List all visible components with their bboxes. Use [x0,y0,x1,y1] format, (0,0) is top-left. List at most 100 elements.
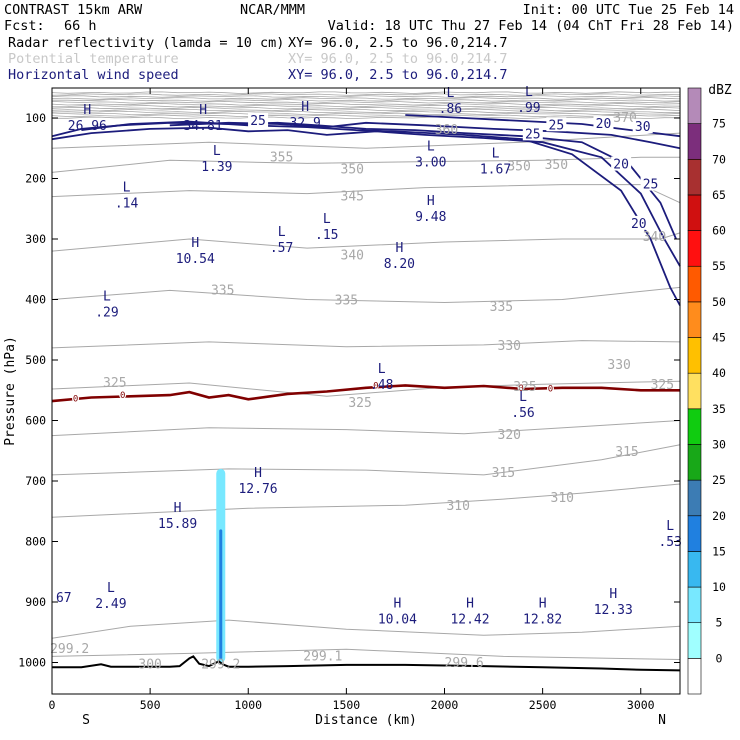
theta-label: 299.2 [201,657,240,672]
reflectivity-column [219,529,223,660]
theta-label: 299.6 [445,656,484,671]
colorbar-label: 20 [712,509,726,523]
model-title: CONTRAST 15km ARW [4,2,143,18]
x-tick-label: 0 [49,698,56,712]
wind-label-bg [628,215,649,230]
theta-label: 350 [341,162,364,177]
wind-label: 25 [250,114,266,129]
hl-marker-letter: H [83,103,91,118]
hl-marker-letter: H [174,501,182,516]
hl-marker-value: 12.42 [450,613,489,628]
y-tick-label: 600 [25,414,46,428]
theta-contour-line [51,97,681,100]
north-endpoint: N [658,713,666,728]
y-tick-label: 400 [25,293,46,307]
hl-marker-letter: L [103,289,111,304]
theta-label: 300 [138,657,161,672]
y-tick-label: 900 [25,595,46,609]
x-tick-label: 500 [140,698,161,712]
hl-marker-letter: L [123,180,131,195]
hl-marker-value: .14 [115,196,139,211]
x-tick-label: 1500 [333,698,361,712]
y-tick-label: 200 [25,172,46,186]
freezing-line-path [51,384,680,403]
hl-marker-letter: H [254,466,262,481]
wind-label: 25 [525,127,541,142]
hl-marker-value: 32.9 [290,116,321,131]
theta-label: 345 [341,190,364,205]
y-axis-label: Pressure (hPa) [3,336,18,446]
y-tick-label: 100 [25,111,46,125]
hl-marker-letter: L [525,85,533,100]
theta-label: 320 [498,428,521,443]
theta-label: 299.1 [303,649,342,664]
theta-contour-line [51,184,681,204]
theta-contour-line [51,340,681,349]
colorbar-segment [687,123,702,160]
wind-contour-line [81,120,681,306]
theta-label: 325 [513,380,536,395]
reflectivity-columns [216,468,226,663]
theta-contour-line [51,132,681,149]
theta-contour-line [51,104,681,108]
wind-label: 20 [596,117,612,132]
x-tick-label: 2500 [529,698,557,712]
theta-label: 325 [348,396,371,411]
theta-contour-line [51,156,680,173]
hl-marker-letter: H [539,597,547,612]
hl-marker-value: .53 [658,535,681,550]
wind-label-bg [546,117,567,132]
field-3-xy: XY= 96.0, 2.5 to 96.0,214.7 [288,67,507,83]
hl-marker-value: 26.96 [68,119,107,134]
hl-marker-value: 12.33 [594,603,633,618]
wind-label-bg [611,156,632,171]
wind-contour-line [51,121,677,240]
axes: 0 500 1000 1500 2000 2500 30001002003004005006… [18,88,680,712]
hl-marker-value: .15 [315,228,338,243]
freezing-label: 0 [518,384,523,394]
freezing-label-bg [517,384,525,392]
theta-label: 330 [607,358,630,373]
wind-label-bg [522,126,543,141]
hl-marker-letter: L [278,225,286,240]
colorbar-label: 35 [712,402,726,416]
colorbar-label: 55 [712,259,726,273]
theta-label: 310 [551,491,574,506]
theta-contour-line [51,110,681,114]
theta-label: 340 [341,248,364,263]
theta-label: 335 [211,283,234,298]
hl-marker-letter: H [609,587,617,602]
theta-contour-line [51,483,681,518]
wind-label: 20 [631,217,647,232]
hl-marker-letter: L [446,86,454,101]
colorbar-label: 10 [712,580,726,594]
init-time: Init: 00 UTC Tue 25 Feb 14 [523,2,734,18]
theta-label: 315 [492,466,515,481]
theta-contour-line [51,114,681,118]
hl-marker-letter: L [213,144,221,159]
hl-marker-letter: H [199,103,207,118]
theta-label: 310 [446,499,469,514]
hl-marker-letter: L [427,139,435,154]
theta-contour-line [51,619,681,639]
x-tick-label: 3000 [627,698,655,712]
high-low-markers: H26.96H34.81H32.9L.86L.99L1.39L3.00L1.67… [56,85,682,628]
colorbar: 0 5 10 15 20 25 30 35 40 45 50 55 60 65 70 75 [687,87,726,695]
colorbar-segment [687,479,702,517]
hl-marker-value: .56 [511,406,534,421]
colorbar-label: 40 [712,366,726,380]
y-tick-label: 700 [25,474,46,488]
hl-marker-value: 15.89 [158,517,197,532]
hl-marker-letter: H [466,597,474,612]
theta-contour-line [51,648,681,660]
valid-time: Valid: 18 UTC Thu 27 Feb 14 (04 ChT Fri … [328,18,734,34]
theta-contour-line [51,286,681,304]
colorbar-segment [687,408,702,445]
theta-label: 335 [490,300,513,315]
theta-label: 335 [335,294,358,309]
wind-label-bg [632,119,653,134]
fcst-value: 66 h [64,18,97,34]
plot-frame [51,87,681,695]
theta-label: 315 [615,445,638,460]
colorbar-label: 15 [712,544,726,558]
